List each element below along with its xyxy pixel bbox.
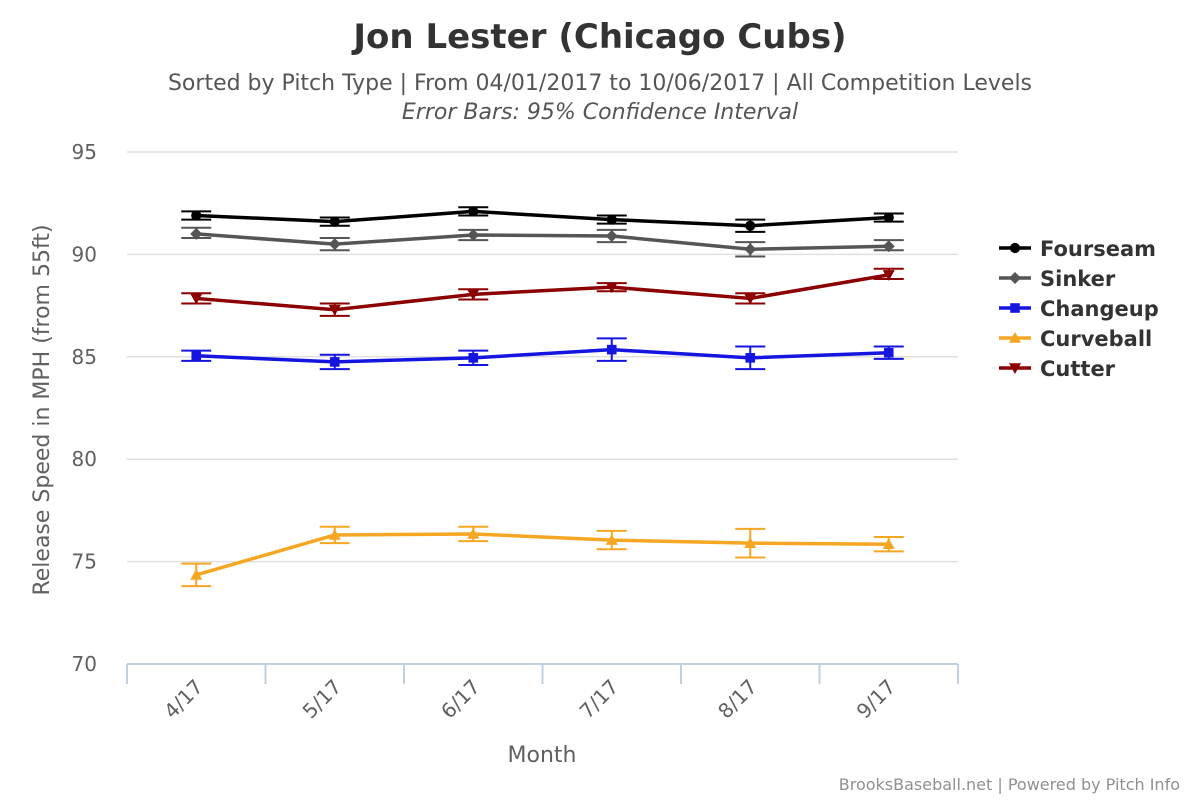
data-point[interactable]: [606, 214, 617, 225]
data-point[interactable]: [882, 240, 895, 253]
y-tick-label: 70: [72, 652, 97, 676]
y-tick-label: 75: [72, 550, 97, 574]
legend-label: Curveball: [1040, 327, 1152, 351]
data-point[interactable]: [744, 293, 757, 305]
legend-label: Fourseam: [1040, 237, 1156, 261]
legend-marker: [1009, 363, 1021, 374]
grid-lines: [127, 151, 958, 563]
data-point[interactable]: [468, 206, 479, 217]
data-point[interactable]: [882, 270, 895, 281]
series-line: [196, 209, 889, 228]
data-point[interactable]: [190, 568, 203, 580]
x-axis: 4/17 5/17 6/17 7/17 8/17 9/17: [126, 663, 959, 724]
series-cutter: [181, 267, 904, 317]
legend-item-sinker[interactable]: Sinker: [999, 267, 1116, 291]
legend-item-cutter[interactable]: Cutter: [999, 357, 1116, 381]
data-point[interactable]: [468, 353, 479, 363]
y-axis-ticks: 70 75 80 85 90 95: [72, 140, 97, 676]
data-point[interactable]: [605, 282, 618, 294]
data-point[interactable]: [745, 353, 756, 363]
legend-marker: [1009, 242, 1021, 254]
data-point[interactable]: [328, 528, 341, 540]
x-tick-label: 7/17: [575, 675, 624, 724]
legend-label: Sinker: [1040, 267, 1116, 291]
legend-item-fourseam[interactable]: Fourseam: [999, 237, 1156, 261]
data-point[interactable]: [605, 229, 618, 242]
data-point[interactable]: [191, 350, 202, 361]
data-point[interactable]: [883, 212, 894, 223]
legend-label: Changeup: [1040, 297, 1159, 321]
series-line: [196, 232, 889, 252]
x-axis-title: Month: [508, 743, 577, 768]
data-point[interactable]: [467, 289, 480, 301]
legend-marker: [1010, 303, 1020, 313]
series-changeup: [181, 337, 904, 371]
legend-label: Cutter: [1040, 357, 1116, 381]
data-point[interactable]: [606, 344, 617, 355]
legend-marker: [1009, 332, 1021, 343]
data-point[interactable]: [467, 527, 480, 539]
series-line: [196, 273, 890, 312]
series-layer: [181, 206, 904, 588]
series-line: [195, 532, 889, 577]
y-tick-label: 80: [72, 447, 97, 471]
x-tick-label: 4/17: [159, 675, 208, 724]
data-point[interactable]: [190, 293, 203, 305]
series-curveball: [181, 525, 904, 588]
legend-item-changeup[interactable]: Changeup: [999, 297, 1159, 321]
credits: BrooksBaseball.net | Powered by Pitch In…: [839, 775, 1180, 794]
y-tick-label: 95: [72, 140, 97, 164]
data-point[interactable]: [605, 534, 618, 545]
x-tick-label: 6/17: [436, 675, 485, 724]
data-point[interactable]: [190, 227, 203, 240]
data-point[interactable]: [744, 537, 757, 548]
series-fourseam: [181, 206, 904, 233]
data-point[interactable]: [328, 304, 341, 316]
x-tick-label: 5/17: [298, 675, 347, 724]
chart-subtitle-error-bars: Error Bars: 95% Confidence Interval: [402, 100, 798, 125]
data-point[interactable]: [328, 238, 341, 251]
data-point[interactable]: [467, 228, 480, 241]
data-point[interactable]: [882, 538, 895, 549]
y-tick-label: 85: [72, 345, 97, 369]
x-tick-label: 8/17: [713, 675, 762, 724]
data-point[interactable]: [745, 220, 756, 231]
data-point[interactable]: [329, 216, 340, 227]
chart-subtitle: Sorted by Pitch Type | From 04/01/2017 t…: [168, 71, 1032, 96]
chart-title: Jon Lester (Chicago Cubs): [351, 17, 846, 57]
legend-marker: [1009, 272, 1021, 284]
legend-item-curveball[interactable]: Curveball: [999, 327, 1152, 351]
y-axis-title: Release Speed in MPH (from 55ft): [30, 224, 55, 595]
legend: Fourseam Sinker Changeup Curveball Cutter: [999, 237, 1159, 381]
x-tick-label: 9/17: [852, 675, 901, 724]
series-line: [196, 347, 889, 364]
series-sinker: [181, 226, 904, 258]
y-tick-label: 90: [72, 242, 97, 266]
data-point[interactable]: [329, 357, 340, 367]
data-point[interactable]: [191, 210, 202, 221]
data-point[interactable]: [744, 243, 757, 256]
data-point[interactable]: [883, 347, 894, 358]
